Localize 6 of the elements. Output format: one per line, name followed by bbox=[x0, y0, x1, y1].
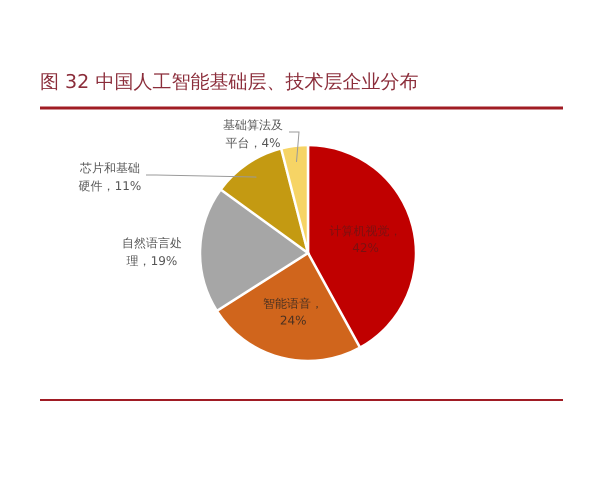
slice-label: 智能语音，24% bbox=[263, 296, 324, 328]
slice-label: 基础算法及平台，4% bbox=[223, 118, 283, 150]
slice-label: 计算机视觉，42% bbox=[330, 224, 402, 256]
slice-label: 自然语言处理，19% bbox=[122, 236, 182, 268]
chart-title: 图 32 中国人工智能基础层、技术层企业分布 bbox=[40, 71, 418, 93]
slice-label: 芯片和基础硬件，11% bbox=[78, 161, 142, 193]
